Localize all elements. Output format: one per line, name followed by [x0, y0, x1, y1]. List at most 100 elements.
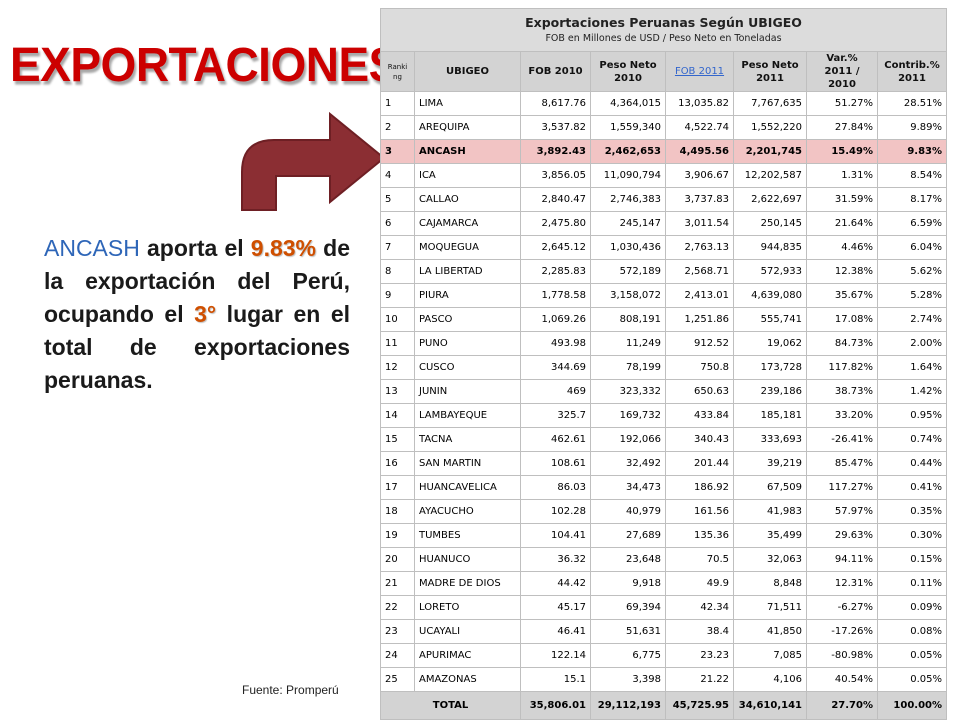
table-cell: 16: [380, 451, 415, 476]
table-cell: 0.35%: [876, 499, 948, 524]
table-cell: 3,158,072: [590, 283, 666, 308]
table-cell: 2,840.47: [520, 187, 591, 212]
table-cell: 6,775: [590, 643, 666, 668]
table-cell: 493.98: [520, 331, 591, 356]
table-cell: 49.9: [665, 571, 734, 596]
table-cell: 2,763.13: [665, 235, 734, 260]
table-cell: 2: [380, 115, 415, 140]
table-cell: 2,462,653: [590, 139, 666, 164]
region-name-cell: CUSCO: [414, 355, 521, 380]
table-cell: 5.62%: [876, 259, 948, 284]
region-name-cell: MADRE DE DIOS: [414, 571, 521, 596]
table-cell: 85.47%: [806, 451, 878, 476]
table-cell: 108.61: [520, 451, 591, 476]
bent-arrow-icon: [241, 111, 386, 211]
table-cell: 23: [380, 619, 415, 644]
summary-rank: 3°: [194, 301, 217, 327]
table-cell: 0.09%: [876, 595, 948, 620]
table-cell: 344.69: [520, 355, 591, 380]
table-cell: 94.11%: [806, 547, 878, 572]
table-cell: 11: [380, 331, 415, 356]
table-cell: 18: [380, 499, 415, 524]
table-cell: 19: [380, 523, 415, 548]
table-cell: 0.41%: [876, 475, 948, 500]
table-row: 6 CAJAMARCA 2,475.80 245,147 3,011.54 250,145…: [380, 211, 948, 236]
table-cell: 1.64%: [876, 355, 948, 380]
region-name-cell: UCAYALI: [414, 619, 521, 644]
table-cell: 8.17%: [876, 187, 948, 212]
table-cell: 38.4: [665, 619, 734, 644]
exports-table: Exportaciones Peruanas Según UBIGEO FOB …: [379, 8, 948, 720]
table-cell: 3,906.67: [665, 163, 734, 188]
table-cell: 2.74%: [876, 307, 948, 332]
table-cell: 11,090,794: [590, 163, 666, 188]
table-cell: 135.36: [665, 523, 734, 548]
table-cell: -17.26%: [806, 619, 878, 644]
table-cell: 173,728: [733, 355, 807, 380]
table-row: 13 JUNIN 469 323,332 650.63 239,186 38.73% 1.42…: [380, 379, 948, 404]
table-cell: 572,189: [590, 259, 666, 284]
table-row: 3 ANCASH 3,892.43 2,462,653 4,495.56 2,201,74…: [380, 139, 948, 164]
total-cell: 29,112,193: [590, 691, 666, 720]
table-cell: 17.08%: [806, 307, 878, 332]
source-note: Fuente: Promperú: [242, 683, 339, 697]
table-cell: -26.41%: [806, 427, 878, 452]
table-cell: 944,835: [733, 235, 807, 260]
table-cell: 0.74%: [876, 427, 948, 452]
table-row: 7 MOQUEGUA 2,645.12 1,030,436 2,763.13 944,83…: [380, 235, 948, 260]
table-cell: 36.32: [520, 547, 591, 572]
table-cell: 4,639,080: [733, 283, 807, 308]
table-row: 10 PASCO 1,069.26 808,191 1,251.86 555,741 17.…: [380, 307, 948, 332]
summary-percent: 9.83%: [250, 235, 316, 261]
table-cell: 750.8: [665, 355, 734, 380]
table-cell: 51,631: [590, 619, 666, 644]
header-peso-neto-2010: Peso Neto 2010: [590, 51, 666, 92]
region-name-cell: LIMA: [414, 91, 521, 116]
table-cell: 3: [380, 139, 415, 164]
table-cell: 572,933: [733, 259, 807, 284]
table-cell: 192,066: [590, 427, 666, 452]
region-name-cell: LAMBAYEQUE: [414, 403, 521, 428]
table-cell: 185,181: [733, 403, 807, 428]
table-cell: 21: [380, 571, 415, 596]
table-cell: 9.89%: [876, 115, 948, 140]
table-cell: 1.31%: [806, 163, 878, 188]
table-cell: 4.46%: [806, 235, 878, 260]
table-cell: 14: [380, 403, 415, 428]
table-cell: 433.84: [665, 403, 734, 428]
table-row: 24 APURIMAC 122.14 6,775 23.23 7,085 -80.98% 0.…: [380, 643, 948, 668]
table-cell: 12: [380, 355, 415, 380]
table-cell: 12.31%: [806, 571, 878, 596]
region-name-cell: AREQUIPA: [414, 115, 521, 140]
table-cell: 38.73%: [806, 379, 878, 404]
table-body: 1 LIMA 8,617.76 4,364,015 13,035.82 7,767,635…: [380, 91, 948, 692]
table-cell: 325.7: [520, 403, 591, 428]
region-name-cell: CALLAO: [414, 187, 521, 212]
table-row: 9 PIURA 1,778.58 3,158,072 2,413.01 4,639,080…: [380, 283, 948, 308]
table-cell: 8: [380, 259, 415, 284]
table-cell: 117.82%: [806, 355, 878, 380]
table-cell: 15.49%: [806, 139, 878, 164]
table-cell: 23,648: [590, 547, 666, 572]
summary-region: ANCASH: [44, 235, 140, 261]
table-cell: 45.17: [520, 595, 591, 620]
table-row: 8 LA LIBERTAD 2,285.83 572,189 2,568.71 572,9…: [380, 259, 948, 284]
region-name-cell: TUMBES: [414, 523, 521, 548]
table-cell: 3,856.05: [520, 163, 591, 188]
table-title: Exportaciones Peruanas Según UBIGEO: [525, 15, 802, 30]
table-cell: 250,145: [733, 211, 807, 236]
header-fob-2011-link[interactable]: FOB 2011: [674, 66, 725, 77]
table-cell: 555,741: [733, 307, 807, 332]
table-cell: 20: [380, 547, 415, 572]
table-cell: 41,983: [733, 499, 807, 524]
table-cell: 1,552,220: [733, 115, 807, 140]
table-cell: 4,106: [733, 667, 807, 692]
table-cell: 462.61: [520, 427, 591, 452]
region-name-cell: PUNO: [414, 331, 521, 356]
table-cell: 70.5: [665, 547, 734, 572]
table-cell: 31.59%: [806, 187, 878, 212]
table-header: Ranki ng UBIGEO FOB 2010 Peso Neto 2010 …: [380, 51, 948, 92]
table-cell: 22: [380, 595, 415, 620]
total-row: TOTAL 35,806.01 29,112,193 45,725.95 34,…: [380, 691, 948, 720]
table-cell: 2,622,697: [733, 187, 807, 212]
